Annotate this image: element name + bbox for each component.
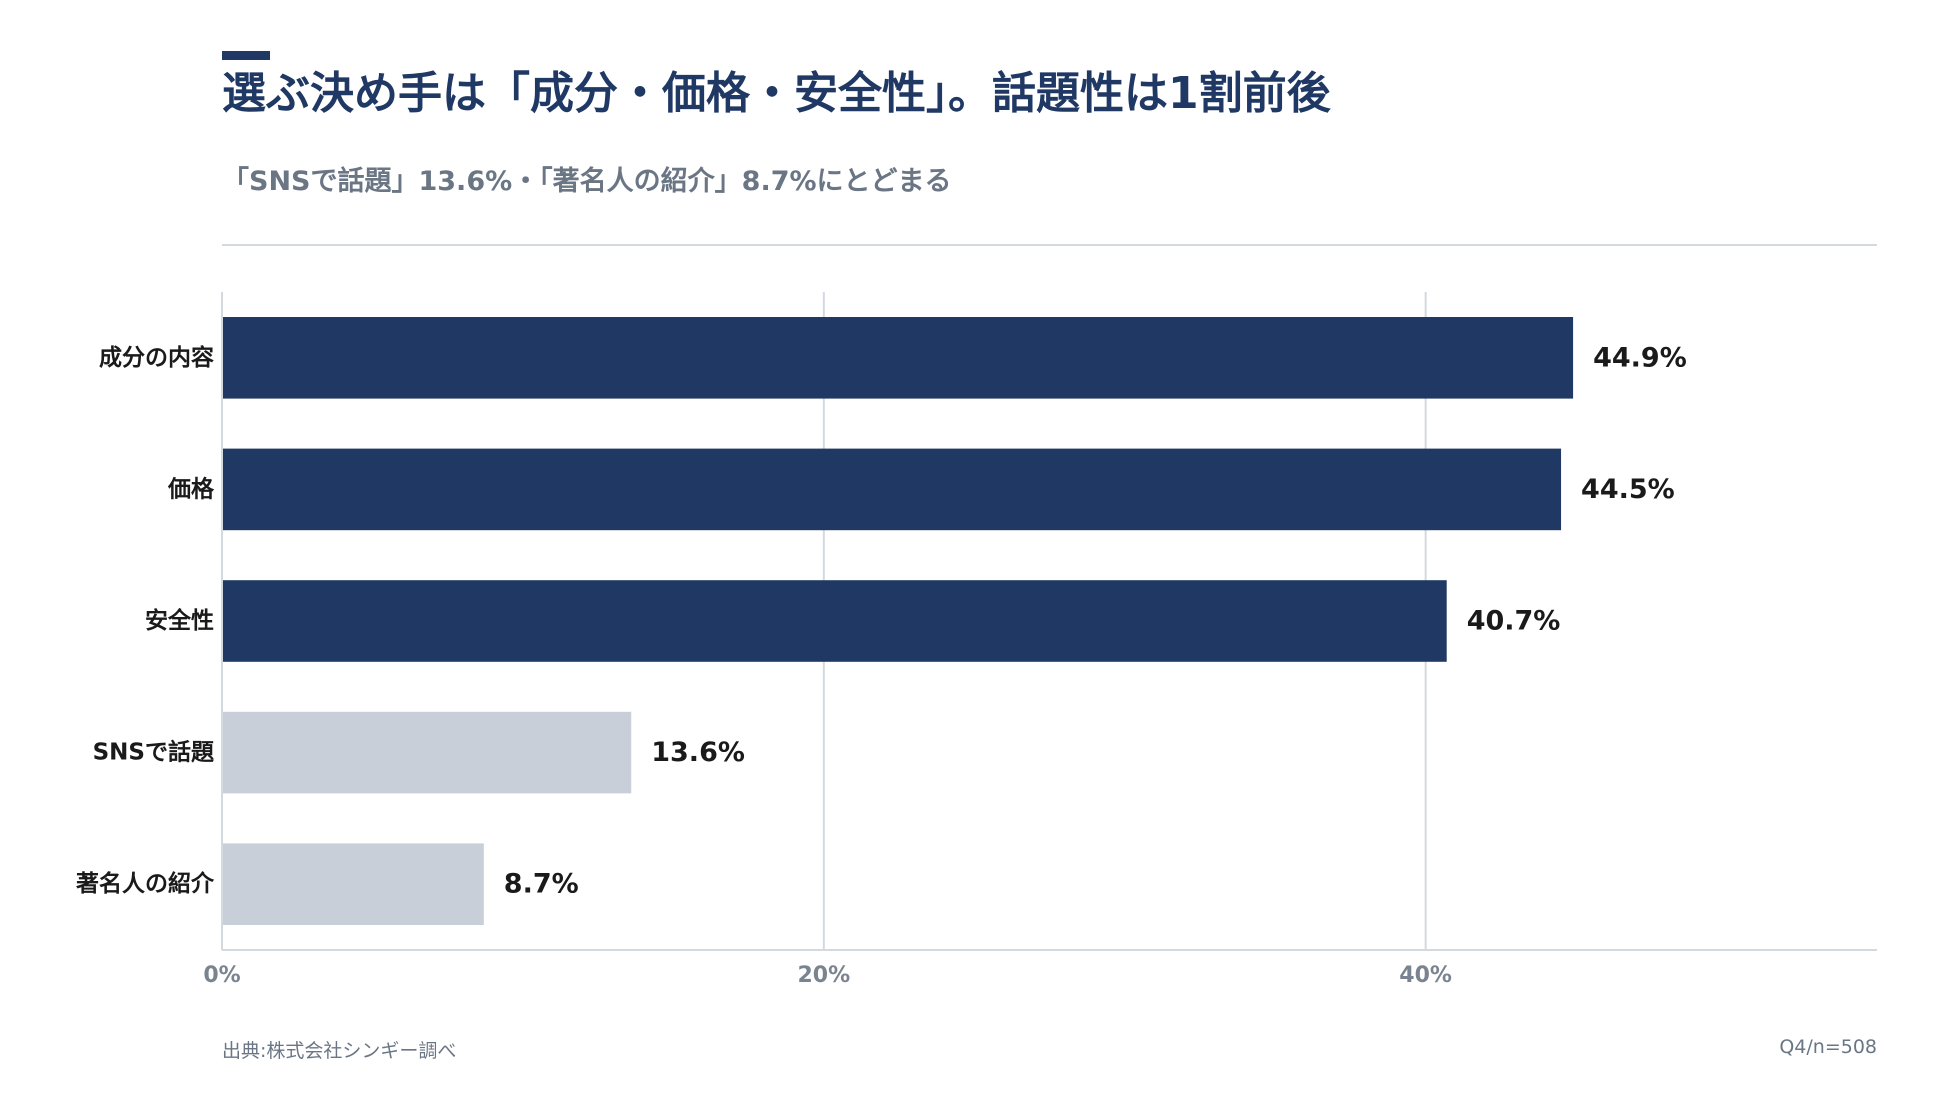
- page-title: 選ぶ決め手は「成分・価格・安全性」。話題性は1割前後: [222, 68, 1331, 119]
- value-label-2: 40.7%: [1467, 606, 1561, 637]
- value-label-3: 13.6%: [651, 737, 745, 768]
- bar-3: [222, 711, 632, 794]
- value-label-1: 44.5%: [1581, 474, 1675, 505]
- bar-1: [222, 448, 1562, 531]
- bar-4: [222, 843, 484, 925]
- x-tick-label-0: 0%: [203, 963, 240, 988]
- title-accent-bar: [222, 51, 270, 60]
- label-layer: 成分の内容 44.9% 価格 44.5% 安全性 40.7% SNSで話題 13.6% 著名人の…: [76, 342, 1687, 899]
- header-divider: [222, 244, 1877, 246]
- category-label-2: 安全性: [145, 607, 214, 634]
- bar-2: [222, 580, 1447, 662]
- category-label-3: SNSで話題: [93, 739, 215, 766]
- category-label-1: 価格: [167, 475, 215, 502]
- x-tick-label-2: 40%: [1399, 963, 1452, 988]
- category-label-4: 著名人の紹介: [76, 870, 215, 897]
- category-label-0: 成分の内容: [99, 344, 214, 371]
- axis-layer: 0% 20% 40%: [203, 292, 1877, 988]
- sample-note: Q4/n=508: [1779, 1036, 1877, 1058]
- bar-layer: [222, 317, 1574, 925]
- value-label-4: 8.7%: [504, 869, 579, 900]
- value-label-0: 44.9%: [1593, 342, 1687, 373]
- page-subtitle: 「SNSで話題」13.6%・「著名人の紹介」8.7%にとどまる: [222, 166, 952, 197]
- bar-0: [222, 317, 1574, 399]
- x-tick-label-1: 20%: [797, 963, 850, 988]
- source-note: 出典:株式会社シンギー調べ: [222, 1040, 457, 1062]
